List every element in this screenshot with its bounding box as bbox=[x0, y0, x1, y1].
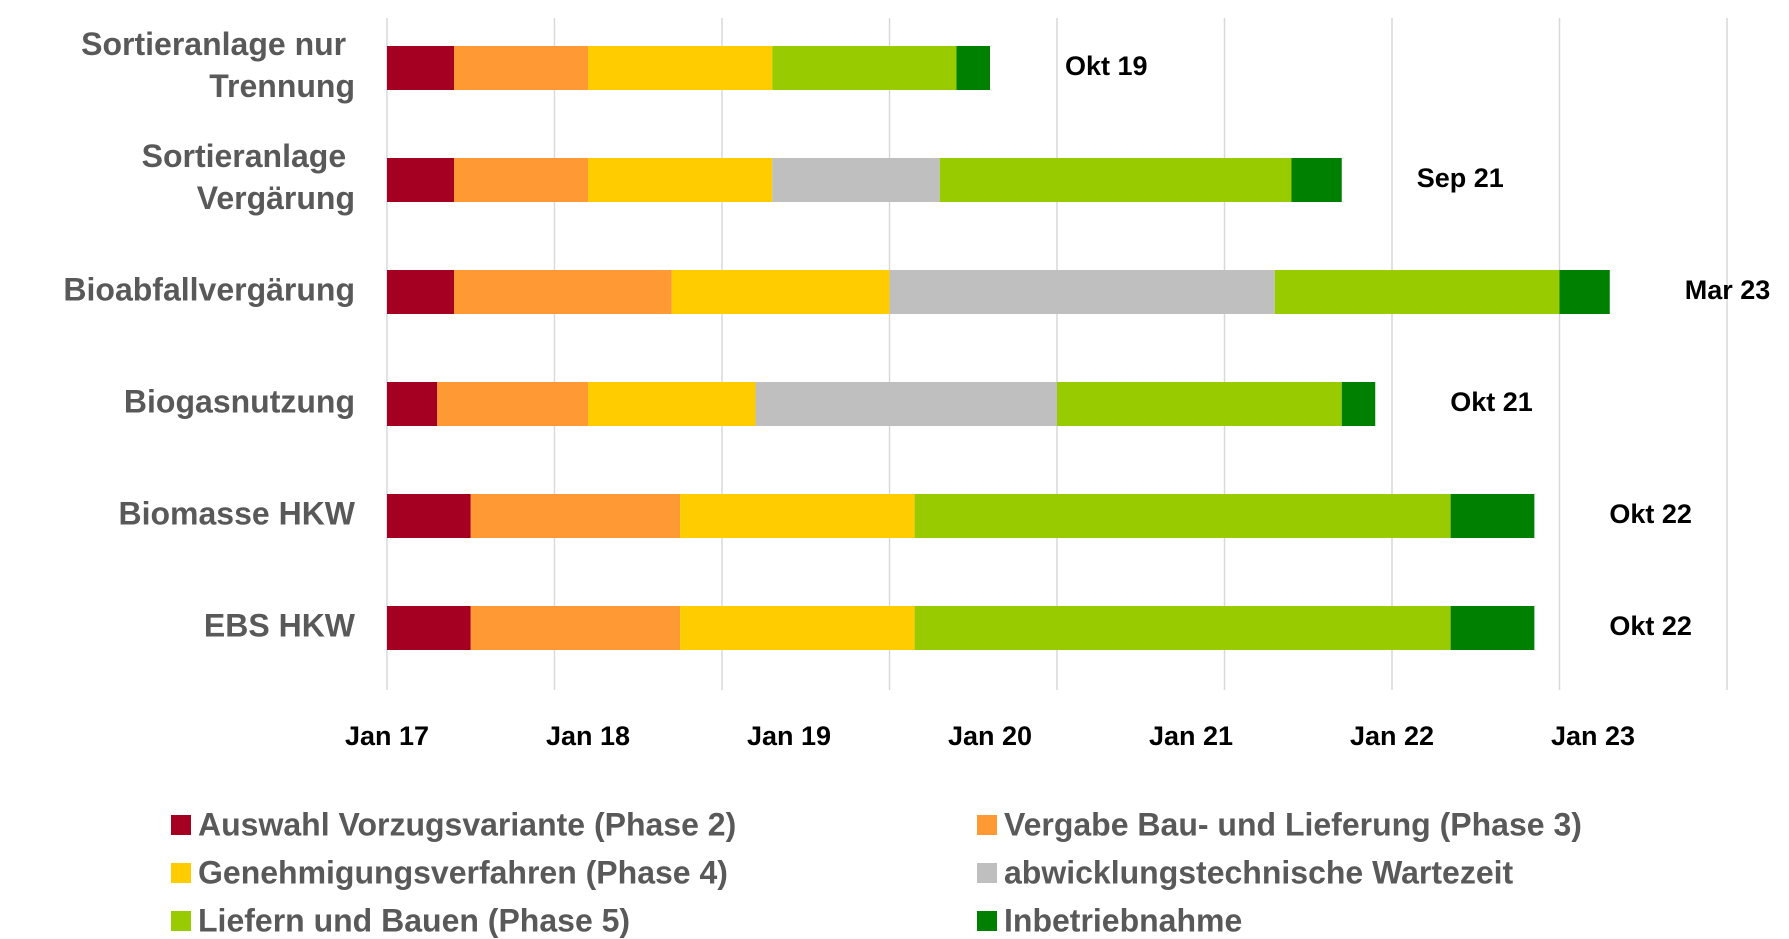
bar-segment bbox=[588, 46, 773, 90]
bar-segment bbox=[956, 46, 990, 90]
legend-label: Auswahl Vorzugsvariante (Phase 2) bbox=[198, 806, 736, 842]
x-tick-label: Jan 23 bbox=[1551, 721, 1635, 751]
end-label: Okt 19 bbox=[1065, 51, 1148, 81]
bar-segment bbox=[680, 606, 915, 650]
bar-segment bbox=[387, 270, 454, 314]
legend-label: Inbetriebnahme bbox=[1004, 902, 1242, 938]
x-tick-label: Jan 18 bbox=[546, 721, 630, 751]
legend-label: Liefern und Bauen (Phase 5) bbox=[198, 902, 630, 938]
bar-segment bbox=[588, 382, 756, 426]
bar-segment bbox=[772, 158, 940, 202]
category-label: Bioabfallvergärung bbox=[63, 271, 355, 307]
bar-segment bbox=[387, 606, 471, 650]
bar-segment bbox=[437, 382, 588, 426]
category-line: Trennung bbox=[209, 68, 355, 104]
bar-segment bbox=[1450, 606, 1535, 650]
legend-swatch bbox=[171, 815, 191, 835]
bar-segment bbox=[1341, 382, 1376, 426]
bar-segment bbox=[387, 494, 471, 538]
bar-segment bbox=[680, 494, 915, 538]
x-tick-label: Jan 22 bbox=[1350, 721, 1434, 751]
x-tick-label: Jan 19 bbox=[747, 721, 831, 751]
bar-segment bbox=[671, 270, 890, 314]
bar-segment bbox=[588, 158, 773, 202]
bar-segment bbox=[772, 46, 957, 90]
x-tick-label: Jan 20 bbox=[948, 721, 1032, 751]
legend-swatch bbox=[171, 911, 191, 931]
legend-label: abwicklungstechnische Wartezeit bbox=[1004, 854, 1514, 890]
end-label: Mar 23 bbox=[1685, 275, 1771, 305]
bar-segment bbox=[1274, 270, 1560, 314]
category-line: Sortieranlage nur bbox=[81, 26, 355, 62]
end-label: Okt 22 bbox=[1609, 611, 1692, 641]
bar-segment bbox=[470, 494, 681, 538]
legend-swatch bbox=[977, 863, 997, 883]
x-tick-label: Jan 17 bbox=[345, 721, 429, 751]
bar-segment bbox=[387, 158, 454, 202]
legend-label: Genehmigungsverfahren (Phase 4) bbox=[198, 854, 728, 890]
bar-segment bbox=[914, 494, 1451, 538]
bar-segment bbox=[755, 382, 1057, 426]
bar-segment bbox=[1559, 270, 1610, 314]
category-label: Biogasnutzung bbox=[124, 383, 355, 419]
bar-segment bbox=[889, 270, 1275, 314]
end-label: Okt 22 bbox=[1609, 499, 1692, 529]
bar-segment bbox=[454, 270, 672, 314]
bar-segment bbox=[454, 46, 588, 90]
bar-segment bbox=[1057, 382, 1342, 426]
legend-label: Vergabe Bau- und Lieferung (Phase 3) bbox=[1004, 806, 1582, 842]
legend-swatch bbox=[977, 815, 997, 835]
bar-segment bbox=[939, 158, 1292, 202]
x-tick-label: Jan 21 bbox=[1149, 721, 1233, 751]
bar-segment bbox=[1450, 494, 1535, 538]
bar-segment bbox=[1291, 158, 1342, 202]
end-label: Sep 21 bbox=[1417, 163, 1504, 193]
legend-swatch bbox=[171, 863, 191, 883]
category-label: Sortieranlage nur Trennung bbox=[81, 26, 355, 104]
bar-segment bbox=[387, 46, 454, 90]
category-line: Vergärung bbox=[197, 180, 355, 216]
category-label: Sortieranlage Vergärung bbox=[142, 138, 355, 216]
category-label: EBS HKW bbox=[204, 607, 356, 643]
bar-segment bbox=[914, 606, 1451, 650]
end-label: Okt 21 bbox=[1450, 387, 1533, 417]
bar-segment bbox=[387, 382, 438, 426]
category-label: Biomasse HKW bbox=[119, 495, 356, 531]
bar-segment bbox=[470, 606, 681, 650]
bar-segment bbox=[454, 158, 588, 202]
legend-swatch bbox=[977, 911, 997, 931]
category-line: Sortieranlage bbox=[142, 138, 355, 174]
